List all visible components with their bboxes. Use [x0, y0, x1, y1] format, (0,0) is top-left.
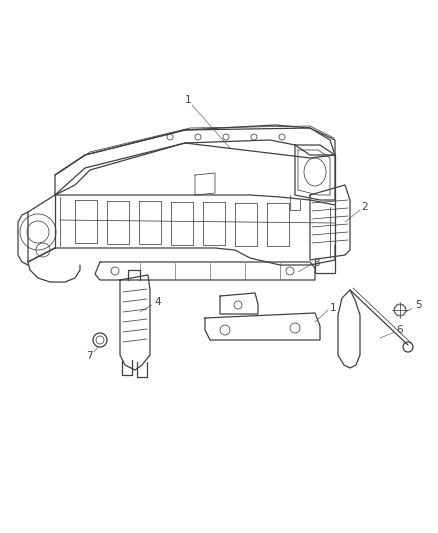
- Text: 2: 2: [362, 202, 368, 212]
- Text: 7: 7: [86, 351, 92, 361]
- Text: 4: 4: [155, 297, 161, 307]
- Text: 6: 6: [397, 325, 403, 335]
- Text: 1: 1: [330, 303, 336, 313]
- Text: 5: 5: [415, 300, 421, 310]
- Text: 1: 1: [185, 95, 191, 105]
- Text: 3: 3: [313, 258, 319, 268]
- Circle shape: [93, 333, 107, 347]
